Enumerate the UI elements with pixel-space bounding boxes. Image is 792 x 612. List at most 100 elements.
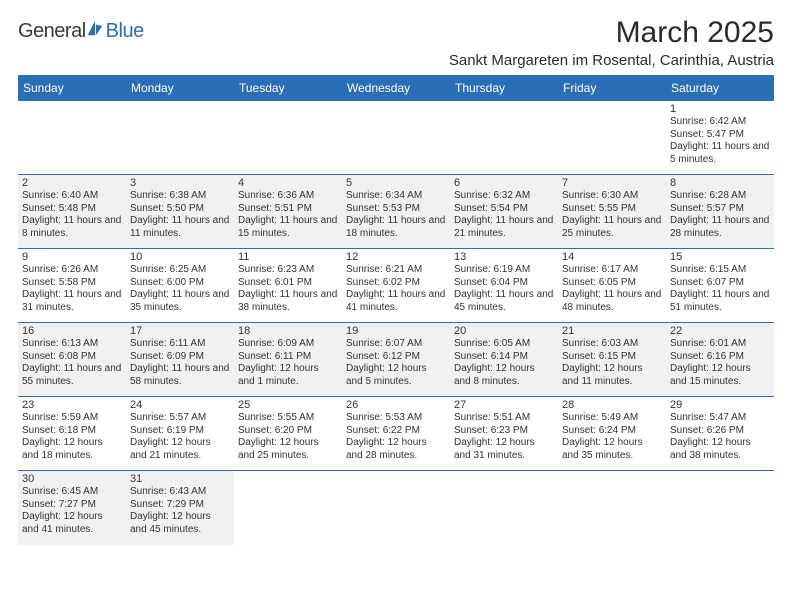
day-cell: 14Sunrise: 6:17 AMSunset: 6:05 PMDayligh…: [558, 249, 666, 323]
empty-cell: [450, 471, 558, 545]
day-cell: 1Sunrise: 6:42 AMSunset: 5:47 PMDaylight…: [666, 101, 774, 175]
day-number: 26: [346, 399, 446, 411]
day-number: 21: [562, 325, 662, 337]
day-info: Sunrise: 6:11 AMSunset: 6:09 PMDaylight:…: [130, 338, 230, 388]
title-block: March 2025 Sankt Margareten im Rosental,…: [449, 16, 774, 69]
day-info: Sunrise: 6:43 AMSunset: 7:29 PMDaylight:…: [130, 486, 230, 536]
day-number: 22: [670, 325, 770, 337]
day-info: Sunrise: 6:38 AMSunset: 5:50 PMDaylight:…: [130, 190, 230, 240]
calendar-table: Sunday Monday Tuesday Wednesday Thursday…: [18, 75, 774, 545]
day-number: 16: [22, 325, 122, 337]
day-info: Sunrise: 6:45 AMSunset: 7:27 PMDaylight:…: [22, 486, 122, 536]
day-info: Sunrise: 6:15 AMSunset: 6:07 PMDaylight:…: [670, 264, 770, 314]
day-number: 31: [130, 473, 230, 485]
day-number: 23: [22, 399, 122, 411]
day-cell: 18Sunrise: 6:09 AMSunset: 6:11 PMDayligh…: [234, 323, 342, 397]
day-info: Sunrise: 5:47 AMSunset: 6:26 PMDaylight:…: [670, 412, 770, 462]
day-number: 11: [238, 251, 338, 263]
day-info: Sunrise: 5:53 AMSunset: 6:22 PMDaylight:…: [346, 412, 446, 462]
day-cell: 10Sunrise: 6:25 AMSunset: 6:00 PMDayligh…: [126, 249, 234, 323]
empty-cell: [450, 101, 558, 175]
day-number: 9: [22, 251, 122, 263]
day-cell: 23Sunrise: 5:59 AMSunset: 6:18 PMDayligh…: [18, 397, 126, 471]
empty-cell: [666, 471, 774, 545]
calendar-row: 16Sunrise: 6:13 AMSunset: 6:08 PMDayligh…: [18, 323, 774, 397]
weekday-tue: Tuesday: [234, 76, 342, 101]
day-info: Sunrise: 6:30 AMSunset: 5:55 PMDaylight:…: [562, 190, 662, 240]
day-info: Sunrise: 6:05 AMSunset: 6:14 PMDaylight:…: [454, 338, 554, 388]
day-number: 14: [562, 251, 662, 263]
logo-text-blue: Blue: [106, 20, 144, 43]
empty-cell: [126, 101, 234, 175]
day-info: Sunrise: 6:32 AMSunset: 5:54 PMDaylight:…: [454, 190, 554, 240]
day-info: Sunrise: 6:17 AMSunset: 6:05 PMDaylight:…: [562, 264, 662, 314]
empty-cell: [342, 101, 450, 175]
day-info: Sunrise: 6:26 AMSunset: 5:58 PMDaylight:…: [22, 264, 122, 314]
day-cell: 2Sunrise: 6:40 AMSunset: 5:48 PMDaylight…: [18, 175, 126, 249]
empty-cell: [234, 101, 342, 175]
day-cell: 13Sunrise: 6:19 AMSunset: 6:04 PMDayligh…: [450, 249, 558, 323]
day-info: Sunrise: 6:13 AMSunset: 6:08 PMDaylight:…: [22, 338, 122, 388]
logo-text-general: General: [18, 20, 86, 43]
day-info: Sunrise: 5:49 AMSunset: 6:24 PMDaylight:…: [562, 412, 662, 462]
day-cell: 26Sunrise: 5:53 AMSunset: 6:22 PMDayligh…: [342, 397, 450, 471]
day-cell: 24Sunrise: 5:57 AMSunset: 6:19 PMDayligh…: [126, 397, 234, 471]
logo: General Blue: [18, 20, 144, 43]
day-cell: 6Sunrise: 6:32 AMSunset: 5:54 PMDaylight…: [450, 175, 558, 249]
day-cell: 16Sunrise: 6:13 AMSunset: 6:08 PMDayligh…: [18, 323, 126, 397]
day-cell: 22Sunrise: 6:01 AMSunset: 6:16 PMDayligh…: [666, 323, 774, 397]
day-info: Sunrise: 6:28 AMSunset: 5:57 PMDaylight:…: [670, 190, 770, 240]
day-number: 10: [130, 251, 230, 263]
day-info: Sunrise: 6:34 AMSunset: 5:53 PMDaylight:…: [346, 190, 446, 240]
day-cell: 29Sunrise: 5:47 AMSunset: 6:26 PMDayligh…: [666, 397, 774, 471]
day-cell: 25Sunrise: 5:55 AMSunset: 6:20 PMDayligh…: [234, 397, 342, 471]
day-info: Sunrise: 6:09 AMSunset: 6:11 PMDaylight:…: [238, 338, 338, 388]
day-cell: 4Sunrise: 6:36 AMSunset: 5:51 PMDaylight…: [234, 175, 342, 249]
day-info: Sunrise: 5:57 AMSunset: 6:19 PMDaylight:…: [130, 412, 230, 462]
day-cell: 19Sunrise: 6:07 AMSunset: 6:12 PMDayligh…: [342, 323, 450, 397]
day-number: 19: [346, 325, 446, 337]
weekday-header-row: Sunday Monday Tuesday Wednesday Thursday…: [18, 76, 774, 101]
day-number: 24: [130, 399, 230, 411]
day-number: 20: [454, 325, 554, 337]
weekday-sat: Saturday: [666, 76, 774, 101]
day-number: 28: [562, 399, 662, 411]
calendar-row: 23Sunrise: 5:59 AMSunset: 6:18 PMDayligh…: [18, 397, 774, 471]
calendar-row: 2Sunrise: 6:40 AMSunset: 5:48 PMDaylight…: [18, 175, 774, 249]
day-cell: 31Sunrise: 6:43 AMSunset: 7:29 PMDayligh…: [126, 471, 234, 545]
empty-cell: [18, 101, 126, 175]
logo-sail-icon: [86, 19, 104, 37]
day-number: 18: [238, 325, 338, 337]
weekday-wed: Wednesday: [342, 76, 450, 101]
day-number: 5: [346, 177, 446, 189]
day-info: Sunrise: 6:23 AMSunset: 6:01 PMDaylight:…: [238, 264, 338, 314]
day-number: 29: [670, 399, 770, 411]
day-number: 1: [670, 103, 770, 115]
calendar-body: 1Sunrise: 6:42 AMSunset: 5:47 PMDaylight…: [18, 101, 774, 545]
day-cell: 30Sunrise: 6:45 AMSunset: 7:27 PMDayligh…: [18, 471, 126, 545]
empty-cell: [558, 101, 666, 175]
day-info: Sunrise: 5:51 AMSunset: 6:23 PMDaylight:…: [454, 412, 554, 462]
empty-cell: [234, 471, 342, 545]
day-info: Sunrise: 6:42 AMSunset: 5:47 PMDaylight:…: [670, 116, 770, 166]
day-info: Sunrise: 6:03 AMSunset: 6:15 PMDaylight:…: [562, 338, 662, 388]
day-number: 6: [454, 177, 554, 189]
day-number: 15: [670, 251, 770, 263]
empty-cell: [342, 471, 450, 545]
day-info: Sunrise: 5:59 AMSunset: 6:18 PMDaylight:…: [22, 412, 122, 462]
location: Sankt Margareten im Rosental, Carinthia,…: [449, 52, 774, 69]
calendar-row: 1Sunrise: 6:42 AMSunset: 5:47 PMDaylight…: [18, 101, 774, 175]
day-cell: 17Sunrise: 6:11 AMSunset: 6:09 PMDayligh…: [126, 323, 234, 397]
month-title: March 2025: [449, 16, 774, 50]
day-cell: 20Sunrise: 6:05 AMSunset: 6:14 PMDayligh…: [450, 323, 558, 397]
day-number: 4: [238, 177, 338, 189]
day-info: Sunrise: 6:01 AMSunset: 6:16 PMDaylight:…: [670, 338, 770, 388]
day-info: Sunrise: 6:25 AMSunset: 6:00 PMDaylight:…: [130, 264, 230, 314]
header: General Blue March 2025 Sankt Margareten…: [18, 16, 774, 69]
day-cell: 8Sunrise: 6:28 AMSunset: 5:57 PMDaylight…: [666, 175, 774, 249]
day-cell: 9Sunrise: 6:26 AMSunset: 5:58 PMDaylight…: [18, 249, 126, 323]
day-cell: 12Sunrise: 6:21 AMSunset: 6:02 PMDayligh…: [342, 249, 450, 323]
day-cell: 28Sunrise: 5:49 AMSunset: 6:24 PMDayligh…: [558, 397, 666, 471]
weekday-thu: Thursday: [450, 76, 558, 101]
day-info: Sunrise: 6:36 AMSunset: 5:51 PMDaylight:…: [238, 190, 338, 240]
